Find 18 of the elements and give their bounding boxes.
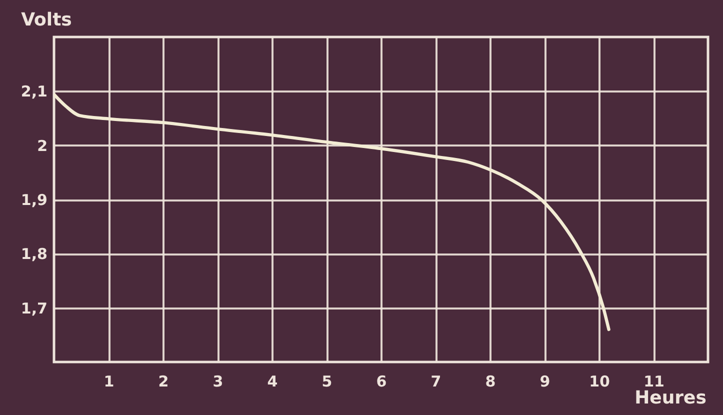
x-tick-label: 6 xyxy=(376,372,387,390)
y-tick-label: 1,9 xyxy=(20,191,48,209)
x-tick-label: 9 xyxy=(540,372,550,390)
x-tick-label: 7 xyxy=(430,372,442,390)
x-tick-label: 10 xyxy=(589,372,610,390)
x-tick-label: 11 xyxy=(644,372,664,390)
x-tick-label: 5 xyxy=(322,372,332,390)
x-tick-label: 3 xyxy=(212,372,224,390)
x-tick-label: 8 xyxy=(485,372,496,390)
y-tick-label: 1,7 xyxy=(20,299,48,318)
y-tick-label: 1,8 xyxy=(20,245,48,264)
y-axis-title: Volts xyxy=(21,10,72,30)
y-tick-label: 2,1 xyxy=(20,82,48,101)
x-tick-label: 2 xyxy=(158,372,169,390)
x-axis-title: Heures xyxy=(634,388,706,408)
x-tick-label: 1 xyxy=(104,372,114,390)
y-tick-label: 2 xyxy=(37,136,48,155)
x-tick-label: 4 xyxy=(267,372,278,390)
